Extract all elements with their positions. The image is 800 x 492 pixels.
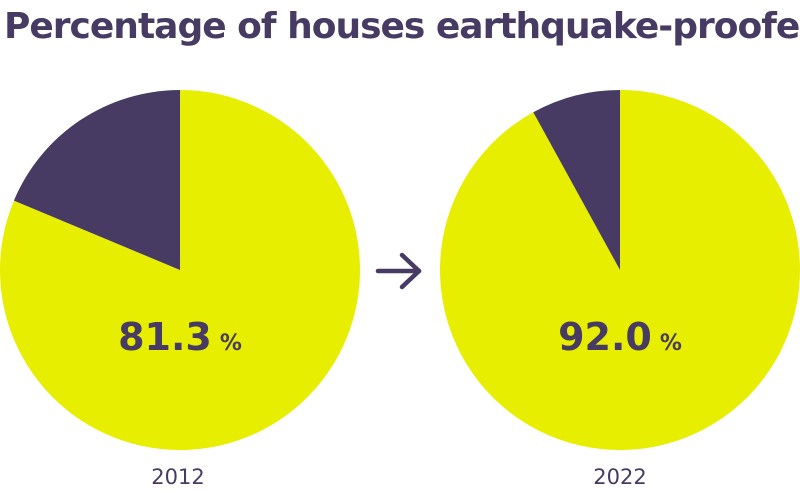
unit-2012: % [220,331,242,356]
center-label-2022: 92.0% [558,315,682,359]
pie-slice-remaining-2022 [533,90,620,270]
right-arrow-icon [375,252,422,290]
pie-2012 [0,90,360,450]
value-2022: 92.0 [558,315,652,359]
pie-slice-proofed-2022 [439,90,800,451]
pie-slice-remaining-2012 [13,90,181,270]
pie-slice-proofed-2012 [0,90,360,450]
pie-2022 [439,90,800,451]
year-label-2012: 2012 [151,465,204,489]
chart-title: Percentage of houses earthquake-proofed [4,6,800,47]
year-label-2022: 2022 [593,465,646,489]
value-2012: 81.3 [118,315,212,359]
unit-2022: % [660,331,682,356]
center-label-2012: 81.3% [118,315,242,359]
